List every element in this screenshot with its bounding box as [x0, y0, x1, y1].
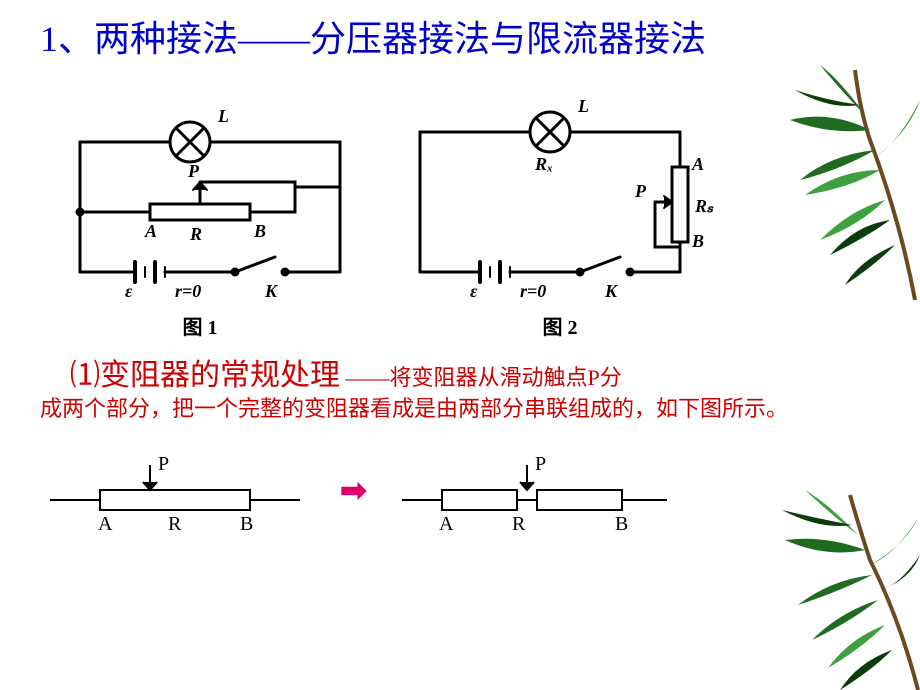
bl-R: R: [168, 513, 182, 535]
c1-label-r: r=0: [175, 281, 201, 301]
c2-label-Rs: Rₛ: [694, 196, 714, 216]
bottom-left-svg: P A R B: [40, 445, 310, 535]
c2-label-A: A: [691, 154, 704, 174]
c1-label-R: R: [189, 224, 202, 244]
circuit-1-svg: L P A R B ε r=0 K: [40, 72, 360, 302]
subtitle-desc1: ——将变阻器从滑动触点P分: [340, 365, 622, 390]
c1-label-L: L: [217, 106, 229, 126]
c2-label-B: B: [691, 231, 704, 251]
transform-arrow-icon: ➡: [340, 471, 367, 509]
br-P: P: [535, 453, 546, 475]
bl-B: B: [240, 513, 253, 535]
bottom-right-svg: P A R B: [397, 445, 677, 535]
c2-label-L: L: [577, 96, 589, 116]
circuit-2-svg: L Rₓ A P Rₛ B ε r=0 K: [390, 72, 730, 302]
c2-label-Rx: Rₓ: [534, 154, 553, 174]
bl-P: P: [158, 453, 169, 475]
c2-label-K: K: [604, 281, 619, 301]
circuit-2-caption: 图 2: [390, 311, 730, 340]
c2-label-P: P: [634, 181, 647, 201]
circuit-2: L Rₓ A P Rₛ B ε r=0 K 图 2: [390, 72, 730, 340]
c1-label-K: K: [264, 281, 279, 301]
body-text: 成两个部分，把一个完整的变阻器看成是由两部分串联组成的，如下图所示。: [0, 394, 920, 425]
circuit-1-caption: 图 1: [40, 311, 360, 340]
br-A: A: [439, 513, 454, 535]
c1-label-A: A: [144, 221, 157, 241]
page-title: 1、两种接法——分压器接法与限流器接法: [0, 0, 920, 67]
c1-label-B: B: [253, 221, 266, 241]
bottom-diagram-row: P A R B ➡ P A R B: [0, 425, 920, 535]
br-B: B: [615, 513, 628, 535]
c2-label-r: r=0: [520, 281, 546, 301]
subtitle-index: ⑴: [70, 359, 100, 392]
circuit-1: L P A R B ε r=0 K 图 1: [40, 72, 360, 340]
c1-label-P: P: [187, 161, 200, 181]
c2-label-eps: ε: [470, 281, 478, 301]
subtitle-main: 变阻器的常规处理: [100, 359, 340, 392]
br-R: R: [512, 513, 526, 535]
subtitle-line: ⑴变阻器的常规处理 ——将变阻器从滑动触点P分: [0, 340, 920, 394]
c1-label-eps: ε: [125, 281, 133, 301]
circuit-row: L P A R B ε r=0 K 图 1: [0, 72, 920, 340]
bl-A: A: [98, 513, 113, 535]
